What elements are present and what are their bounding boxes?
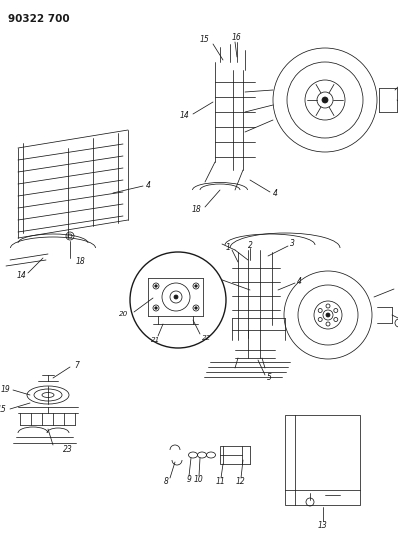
Text: 9: 9 — [187, 475, 191, 484]
Text: 15: 15 — [0, 406, 6, 415]
Text: 5: 5 — [267, 374, 272, 383]
Text: 11: 11 — [216, 478, 226, 487]
Text: 14: 14 — [16, 271, 26, 280]
Text: 90322 700: 90322 700 — [8, 14, 70, 24]
Text: 23: 23 — [63, 445, 73, 454]
Circle shape — [155, 307, 157, 309]
Text: 20: 20 — [119, 311, 128, 317]
Text: 13: 13 — [318, 521, 328, 529]
Circle shape — [174, 295, 178, 299]
Text: 19: 19 — [0, 384, 10, 393]
Text: 21: 21 — [151, 337, 161, 343]
Text: 8: 8 — [164, 478, 169, 487]
Text: 18: 18 — [191, 206, 201, 214]
Bar — [285, 415, 360, 505]
Text: 15: 15 — [199, 36, 209, 44]
Circle shape — [322, 97, 328, 103]
Circle shape — [155, 285, 157, 287]
Text: 18: 18 — [76, 257, 86, 266]
Text: 4: 4 — [146, 181, 151, 190]
Text: 1: 1 — [225, 243, 230, 252]
Text: 14: 14 — [179, 111, 189, 120]
Text: 16: 16 — [232, 34, 242, 43]
Text: 4: 4 — [297, 277, 302, 286]
Circle shape — [326, 313, 330, 317]
Text: 2: 2 — [248, 240, 252, 249]
Text: 7: 7 — [74, 360, 79, 369]
Text: 3: 3 — [290, 239, 295, 248]
Circle shape — [195, 307, 197, 309]
Text: 4: 4 — [273, 190, 278, 198]
Text: 10: 10 — [194, 475, 204, 484]
Bar — [220, 446, 242, 464]
Text: 12: 12 — [236, 478, 246, 487]
Text: 22: 22 — [202, 335, 211, 341]
Circle shape — [195, 285, 197, 287]
